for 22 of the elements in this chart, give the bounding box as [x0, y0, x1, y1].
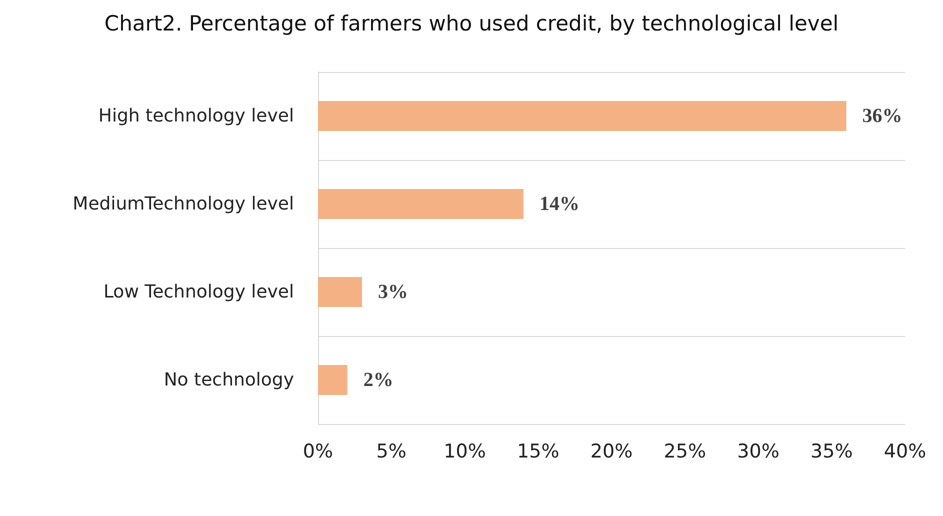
y-tick-label: No technology	[164, 370, 294, 390]
chart-title: Chart2. Percentage of farmers who used credit, by technological level	[104, 12, 839, 36]
bar	[318, 189, 524, 219]
x-tick-label: 40%	[884, 440, 926, 462]
data-label: 14%	[539, 193, 580, 215]
data-label: 36%	[862, 105, 902, 127]
x-tick-label: 30%	[737, 440, 780, 462]
bar	[318, 277, 362, 307]
y-tick-label: Low Technology level	[103, 282, 294, 302]
bar	[318, 101, 846, 131]
x-tick-label: 20%	[590, 440, 633, 462]
bar	[318, 365, 348, 395]
x-tick-label: 10%	[444, 440, 486, 462]
data-label: 3%	[378, 281, 408, 303]
x-tick-label: 5%	[376, 440, 406, 462]
x-tick-label: 25%	[664, 440, 706, 462]
data-label: 2%	[363, 369, 394, 391]
y-tick-label: High technology level	[98, 106, 294, 126]
x-tick-label: 0%	[302, 440, 334, 462]
x-tick-label: 15%	[517, 440, 560, 462]
x-tick-label: 35%	[810, 440, 853, 462]
y-tick-label: MediumTechnology level	[72, 194, 294, 214]
